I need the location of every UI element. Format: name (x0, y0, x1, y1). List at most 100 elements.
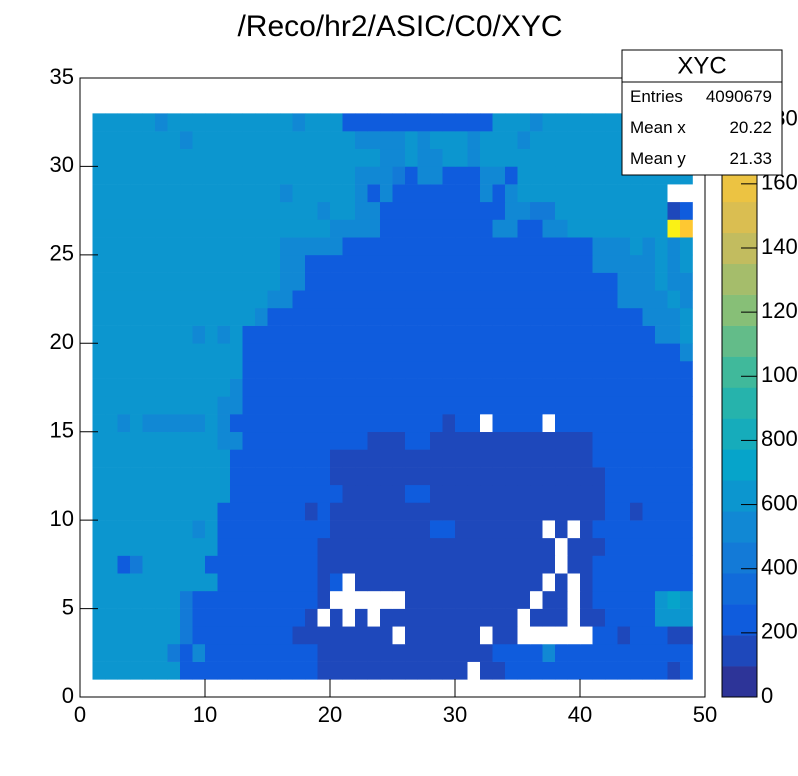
heatmap-cell (555, 360, 568, 379)
heatmap-cell (542, 590, 556, 609)
heatmap-cell (430, 307, 443, 326)
heatmap-cell (92, 431, 106, 450)
heatmap-cell (480, 414, 493, 433)
heatmap-cell (480, 201, 493, 220)
heatmap-cell (255, 113, 268, 132)
heatmap-cell (205, 148, 218, 167)
heatmap-cell (630, 290, 643, 309)
heatmap-cell (680, 520, 693, 539)
heatmap-cell (192, 661, 206, 680)
heatmap-cell (642, 467, 656, 486)
heatmap-cell (655, 502, 668, 521)
heatmap-cell (330, 131, 343, 150)
heatmap-cell (130, 502, 143, 521)
heatmap-cell (180, 537, 193, 556)
heatmap-cell (342, 166, 356, 185)
heatmap-cell (555, 573, 568, 592)
heatmap-cell (517, 307, 531, 326)
heatmap-cell (330, 537, 343, 556)
heatmap-cell (542, 626, 556, 645)
heatmap-cell (117, 590, 131, 609)
heatmap-cell (155, 502, 168, 521)
heatmap-cell (180, 307, 193, 326)
heatmap-cell (505, 290, 518, 309)
heatmap-cell (230, 113, 243, 132)
heatmap-cell (280, 590, 293, 609)
heatmap-cell (355, 608, 368, 627)
heatmap-cell (617, 184, 631, 203)
heatmap-cell (330, 396, 343, 415)
heatmap-cell (230, 325, 243, 344)
heatmap-cell (517, 590, 531, 609)
heatmap-cell (642, 360, 656, 379)
heatmap-cell (405, 555, 418, 574)
heatmap-cell (355, 431, 368, 450)
heatmap-cell (555, 290, 568, 309)
heatmap-cell (155, 131, 168, 150)
heatmap-cell (680, 307, 693, 326)
heatmap-cell (130, 467, 143, 486)
heatmap-cell (405, 608, 418, 627)
heatmap-cell (580, 290, 593, 309)
heatmap-cell (342, 113, 356, 132)
heatmap-cell (430, 219, 443, 238)
heatmap-cell (267, 360, 281, 379)
heatmap-cell (180, 608, 193, 627)
heatmap-cell (217, 520, 231, 539)
heatmap-cell (480, 113, 493, 132)
palette-band (722, 604, 757, 636)
heatmap-cell (430, 449, 443, 468)
heatmap-cell (280, 467, 293, 486)
heatmap-cell (192, 431, 206, 450)
heatmap-cell (480, 467, 493, 486)
heatmap-cell (580, 131, 593, 150)
heatmap-cell (592, 573, 606, 592)
heatmap-cell (267, 573, 281, 592)
heatmap-cell (242, 184, 256, 203)
heatmap-cell (480, 343, 493, 362)
z-tick-label: 0 (761, 683, 773, 708)
heatmap-cell (305, 166, 318, 185)
heatmap-cell (405, 201, 418, 220)
heatmap-cell (605, 520, 618, 539)
heatmap-cell (517, 573, 531, 592)
heatmap-cell (417, 201, 431, 220)
heatmap-cell (430, 360, 443, 379)
heatmap-cell (455, 219, 468, 238)
heatmap-cell (480, 520, 493, 539)
heatmap-cell (542, 661, 556, 680)
heatmap-cell (467, 148, 481, 167)
heatmap-cell (605, 502, 618, 521)
heatmap-cell (617, 360, 631, 379)
heatmap-cell (155, 254, 168, 273)
heatmap-cell (205, 643, 218, 662)
heatmap-cell (430, 396, 443, 415)
heatmap-cell (455, 360, 468, 379)
heatmap-cell (267, 166, 281, 185)
heatmap-cell (180, 360, 193, 379)
heatmap-cell (205, 573, 218, 592)
heatmap-cell (380, 166, 393, 185)
heatmap-cell (142, 520, 156, 539)
heatmap-cell (167, 573, 181, 592)
heatmap-cell (192, 378, 206, 397)
heatmap-cell (392, 148, 406, 167)
heatmap-cell (605, 643, 618, 662)
heatmap-cell (442, 254, 456, 273)
heatmap-cell (255, 396, 268, 415)
heatmap-cell (417, 272, 431, 291)
heatmap-cell (317, 201, 331, 220)
heatmap-cell (542, 467, 556, 486)
heatmap-cell (580, 449, 593, 468)
heatmap-cell (317, 608, 331, 627)
heatmap-cell (292, 237, 306, 256)
heatmap-cell (155, 396, 168, 415)
heatmap-cell (355, 484, 368, 503)
heatmap-cell (317, 272, 331, 291)
y-tick-label: 20 (50, 329, 74, 354)
heatmap-cell (555, 254, 568, 273)
heatmap-cell (217, 272, 231, 291)
heatmap-cell (205, 555, 218, 574)
heatmap-cell (655, 537, 668, 556)
heatmap-cell (517, 201, 531, 220)
